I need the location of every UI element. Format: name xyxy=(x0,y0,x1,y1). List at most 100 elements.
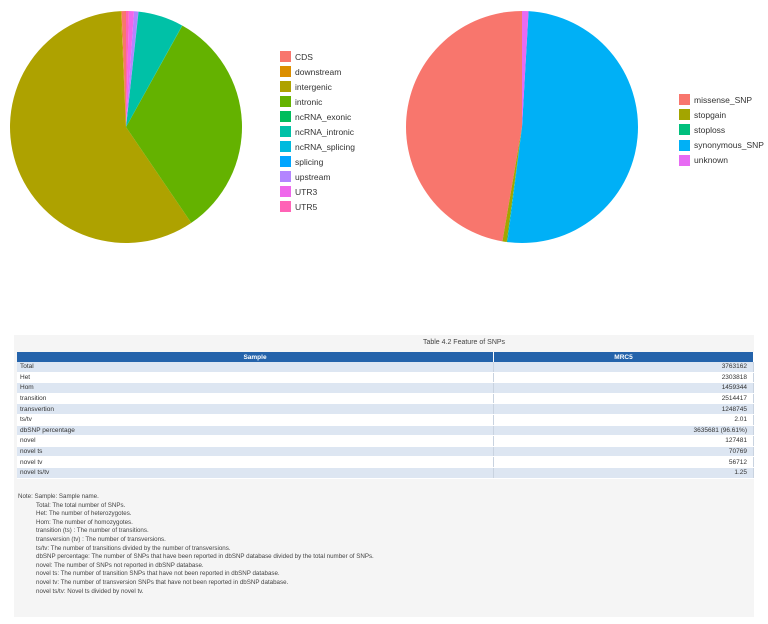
note-line: transition (ts) : The number of transiti… xyxy=(36,527,149,535)
table-row: novel ts/tv 1.25 xyxy=(17,467,754,479)
legend-item: ncRNA_exonic xyxy=(280,109,355,124)
column-header-mrc5: MRC5 xyxy=(493,352,754,362)
pie-slice-downstream xyxy=(120,11,126,128)
legend-swatch xyxy=(280,201,291,212)
legend-item: UTR5 xyxy=(280,199,355,214)
pie-slice-stopgain xyxy=(502,127,522,242)
table-note: Note: Sample: Sample name. Total: The to… xyxy=(18,493,374,596)
table-row: ts/tv 2.01 xyxy=(17,414,754,426)
pie-slice-utr5 xyxy=(126,11,129,127)
column-header-sample: Sample xyxy=(17,352,494,362)
legend-item: downstream xyxy=(280,64,355,79)
table-row: novel tv 56712 xyxy=(17,456,754,468)
legend-swatch xyxy=(280,51,291,62)
pie-slice-intergenic xyxy=(9,11,192,244)
row-value: 2.01 xyxy=(493,414,754,426)
row-label: novel tv xyxy=(17,456,494,468)
legend-swatch xyxy=(280,111,291,122)
row-label: Hom xyxy=(17,382,494,394)
legend-label: missense_SNP xyxy=(694,94,753,105)
legend-swatch xyxy=(679,109,690,121)
pie-slice-utr3 xyxy=(126,11,135,127)
legend-label: upstream xyxy=(295,171,331,182)
table-row: Total 3763162 xyxy=(17,362,754,373)
pie-slice-upstream xyxy=(126,11,139,127)
table-row: dbSNP percentage 3635681 (96.61%) xyxy=(17,425,754,437)
legend-swatch xyxy=(280,171,291,182)
function-pie-chart xyxy=(405,11,638,243)
legend-item: ncRNA_intronic xyxy=(280,124,355,139)
legend-swatch xyxy=(679,94,690,106)
legend-label: CDS xyxy=(295,51,313,62)
note-line: dbSNP percentage: The number of SNPs tha… xyxy=(36,553,374,561)
pie-slice-synonymous-snp xyxy=(507,11,638,243)
legend-swatch xyxy=(679,154,690,166)
region-pie-chart xyxy=(9,11,242,244)
legend-label: stoploss xyxy=(694,124,726,135)
row-value: 2303818 xyxy=(493,372,754,384)
pie-slice-intronic xyxy=(126,25,242,223)
row-label: transvertion xyxy=(17,403,494,415)
note-line: novel ts/tv: Novel ts divided by novel t… xyxy=(36,587,144,595)
row-label: ts/tv xyxy=(17,414,494,426)
table-caption: Table 4.2 Feature of SNPs xyxy=(422,339,506,346)
row-value: 1248745 xyxy=(493,403,754,415)
row-value: 3763162 xyxy=(493,362,754,373)
row-label: Het xyxy=(17,372,494,384)
legend-label: downstream xyxy=(295,66,342,77)
pie-slice-ncrna-splicing xyxy=(126,11,139,128)
row-label: transition xyxy=(17,393,494,405)
legend-label: stopgain xyxy=(694,109,727,120)
table-header-row: Sample MRC5 xyxy=(17,352,754,362)
legend-item: unknown xyxy=(679,153,764,168)
legend-swatch xyxy=(679,124,690,136)
row-value: 3635681 (96.61%) xyxy=(493,425,754,437)
table-row: Hom 1459344 xyxy=(17,382,754,394)
pie-slice-ncrna-exonic xyxy=(126,25,183,128)
row-label: Total xyxy=(17,362,494,373)
note-line: Het: The number of heterozygotes. xyxy=(36,510,132,518)
row-value: 1459344 xyxy=(493,382,754,394)
snp-feature-table: Sample MRC5 Total 3763162 Het 2303818 Hom 145… xyxy=(17,352,754,479)
legend-item: missense_SNP xyxy=(679,92,764,107)
note-line: transversion (tv) : The number of transv… xyxy=(36,535,166,543)
legend-item: stopgain xyxy=(679,107,764,122)
row-label: novel ts xyxy=(17,446,494,458)
legend-item: ncRNA_splicing xyxy=(280,139,355,154)
snp-feature-section: Table 4.2 Feature of SNPs Sample MRC5 To… xyxy=(14,335,754,617)
legend-label: ncRNA_intronic xyxy=(295,126,355,137)
table-row: novel 127481 xyxy=(17,435,754,447)
legend-swatch xyxy=(280,186,291,197)
pie-slice-ncrna-intronic xyxy=(126,11,183,127)
legend-item: splicing xyxy=(280,154,355,169)
legend-swatch xyxy=(679,139,690,151)
pie-slice-splicing xyxy=(126,11,139,128)
note-title: Note: Sample: Sample name. xyxy=(18,493,99,500)
legend-label: unknown xyxy=(694,155,729,166)
note-line: Hom: The number of homozygotes. xyxy=(36,518,133,526)
pie-slice-cds xyxy=(121,11,126,127)
function-pie-legend: missense_SNP stopgain stoploss synonymous_S… xyxy=(679,92,764,168)
row-value: 127481 xyxy=(493,435,754,447)
row-value: 56712 xyxy=(493,456,754,468)
row-value: 2514417 xyxy=(493,393,754,405)
legend-item: CDS xyxy=(280,49,355,64)
legend-label: intergenic xyxy=(295,81,332,92)
note-line: novel ts: The number of transition SNPs … xyxy=(36,570,280,578)
legend-label: ncRNA_exonic xyxy=(295,111,352,122)
legend-label: UTR3 xyxy=(295,186,318,197)
note-line: ts/tv: The number of transitions divided… xyxy=(36,544,231,552)
row-label: dbSNP percentage xyxy=(17,425,494,437)
row-label: novel ts/tv xyxy=(17,467,494,479)
table-row: transition 2514417 xyxy=(17,393,754,405)
legend-label: synonymous_SNP xyxy=(694,140,764,151)
legend-swatch xyxy=(280,156,291,167)
region-pie-legend: CDS downstream intergenic intronic ncRNA_exo… xyxy=(280,49,355,214)
row-value: 1.25 xyxy=(493,467,754,479)
legend-label: splicing xyxy=(295,156,324,167)
note-line: Total: The total number of SNPs. xyxy=(36,501,126,509)
table-row: transvertion 1248745 xyxy=(17,403,754,415)
legend-swatch xyxy=(280,81,291,92)
pie-slice-unknown xyxy=(522,11,529,127)
row-value: 70769 xyxy=(493,446,754,458)
